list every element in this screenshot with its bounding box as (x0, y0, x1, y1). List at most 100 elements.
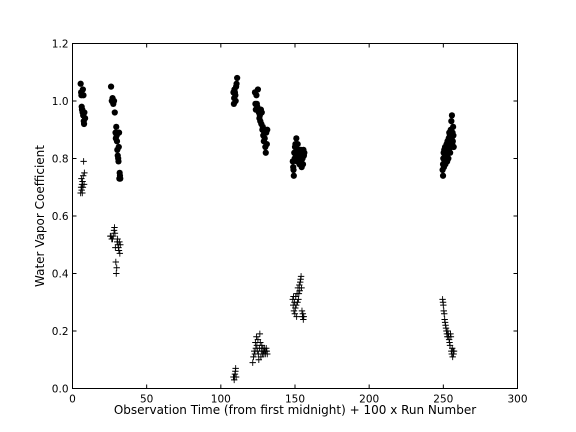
data-point-plus (114, 235, 121, 243)
data-point-plus (295, 296, 302, 303)
data-point-circle (117, 175, 124, 182)
data-point-plus (250, 353, 257, 361)
data-point-circle (262, 149, 269, 156)
y-tick-label: 0.6 (52, 211, 69, 223)
data-point-circle (82, 115, 89, 122)
data-point-plus (295, 290, 303, 297)
data-point-circle (110, 97, 118, 105)
data-point-plus (298, 284, 305, 292)
data-point-circle (449, 138, 456, 145)
x-axis-label: Observation Time (from first midnight) +… (114, 403, 476, 417)
data-point-plus (257, 353, 265, 361)
data-point-plus (440, 301, 447, 309)
data-point-plus (232, 373, 240, 381)
data-point-plus (113, 270, 120, 277)
y-tick-label: 0.8 (52, 154, 69, 166)
data-point-plus (290, 307, 298, 315)
data-point-plus (256, 330, 264, 338)
x-tick-label: 0 (69, 394, 76, 406)
data-point-circle (113, 138, 121, 145)
x-tick-label: 300 (507, 394, 527, 406)
data-point-plus (79, 172, 87, 179)
y-tick-label: 1.2 (52, 39, 69, 51)
y-tick-label: 0.4 (52, 269, 69, 281)
data-point-circle (290, 172, 297, 179)
data-point-plus (78, 186, 85, 194)
y-tick-label: 0.0 (52, 384, 69, 396)
data-point-circle (293, 135, 300, 142)
data-point-plus (289, 296, 296, 303)
data-point-plus (291, 310, 299, 317)
x-tick-label: 50 (140, 394, 153, 406)
data-point-plus (112, 258, 120, 266)
x-tick-label: 100 (211, 394, 231, 406)
data-point-plus (449, 353, 456, 361)
data-point-circle (299, 161, 307, 168)
data-point-plus (299, 310, 307, 317)
data-point-circle (290, 166, 297, 174)
data-point-plus (294, 299, 301, 306)
series-0 (77, 74, 457, 182)
data-point-plus (447, 333, 455, 340)
data-point-circle (80, 92, 87, 99)
data-point-circle (254, 86, 262, 93)
data-point-plus (80, 158, 87, 165)
data-point-plus (79, 184, 87, 191)
data-point-circle (261, 135, 268, 142)
data-point-circle (258, 109, 265, 116)
data-point-circle (232, 97, 239, 105)
data-point-plus (253, 333, 260, 340)
data-point-circle (447, 149, 454, 156)
data-point-plus (450, 347, 458, 355)
data-point-circle (81, 109, 88, 116)
data-point-circle (115, 129, 123, 136)
data-point-circle (294, 141, 301, 148)
x-tick-label: 250 (433, 394, 453, 406)
x-tick-label: 150 (285, 394, 305, 406)
data-point-plus (79, 178, 86, 185)
axis-ticks: 0 50 100 150 200 250 300 0.0 0.2 0.4 0.6 0.8 1.0 1.2 (52, 39, 528, 406)
data-point-plus (249, 359, 256, 366)
data-point-plus (300, 313, 307, 320)
data-point-circle (79, 86, 86, 93)
data-point-circle (234, 74, 241, 82)
data-point-circle (233, 80, 240, 87)
data-point-circle (439, 172, 447, 179)
data-point-plus (79, 189, 86, 197)
data-point-circle (448, 118, 455, 125)
data-point-plus (81, 169, 88, 177)
data-point-plus (292, 301, 300, 309)
data-point-circle (111, 109, 118, 116)
data-point-plus (292, 304, 299, 312)
data-point-circle (264, 126, 271, 133)
data-point-plus (116, 250, 124, 257)
y-tick-label: 1.0 (52, 96, 69, 108)
data-point-circle (450, 143, 457, 151)
plot-marks (77, 74, 458, 384)
data-point-plus (111, 224, 118, 231)
data-point-plus (297, 273, 305, 280)
data-point-circle (450, 123, 457, 130)
x-tick-label: 200 (359, 394, 379, 406)
y-tick-label: 0.2 (52, 326, 69, 338)
data-point-plus (111, 230, 119, 237)
data-point-circle (253, 92, 260, 99)
data-point-circle (448, 112, 456, 119)
series-1 (77, 158, 458, 384)
data-point-plus (293, 313, 300, 320)
data-point-plus (78, 175, 85, 182)
data-point-circle (113, 123, 120, 130)
data-point-circle (259, 123, 266, 130)
data-point-plus (232, 365, 239, 372)
data-point-circle (77, 80, 84, 87)
data-point-circle (115, 158, 122, 165)
data-point-plus (80, 181, 88, 188)
data-point-plus (257, 339, 264, 346)
data-point-circle (301, 149, 308, 156)
data-point-circle (115, 143, 122, 151)
data-point-circle (232, 92, 239, 99)
data-point-plus (116, 238, 123, 246)
y-axis-label: Water Vapor Coefficient (33, 145, 47, 287)
data-point-plus (264, 350, 271, 358)
